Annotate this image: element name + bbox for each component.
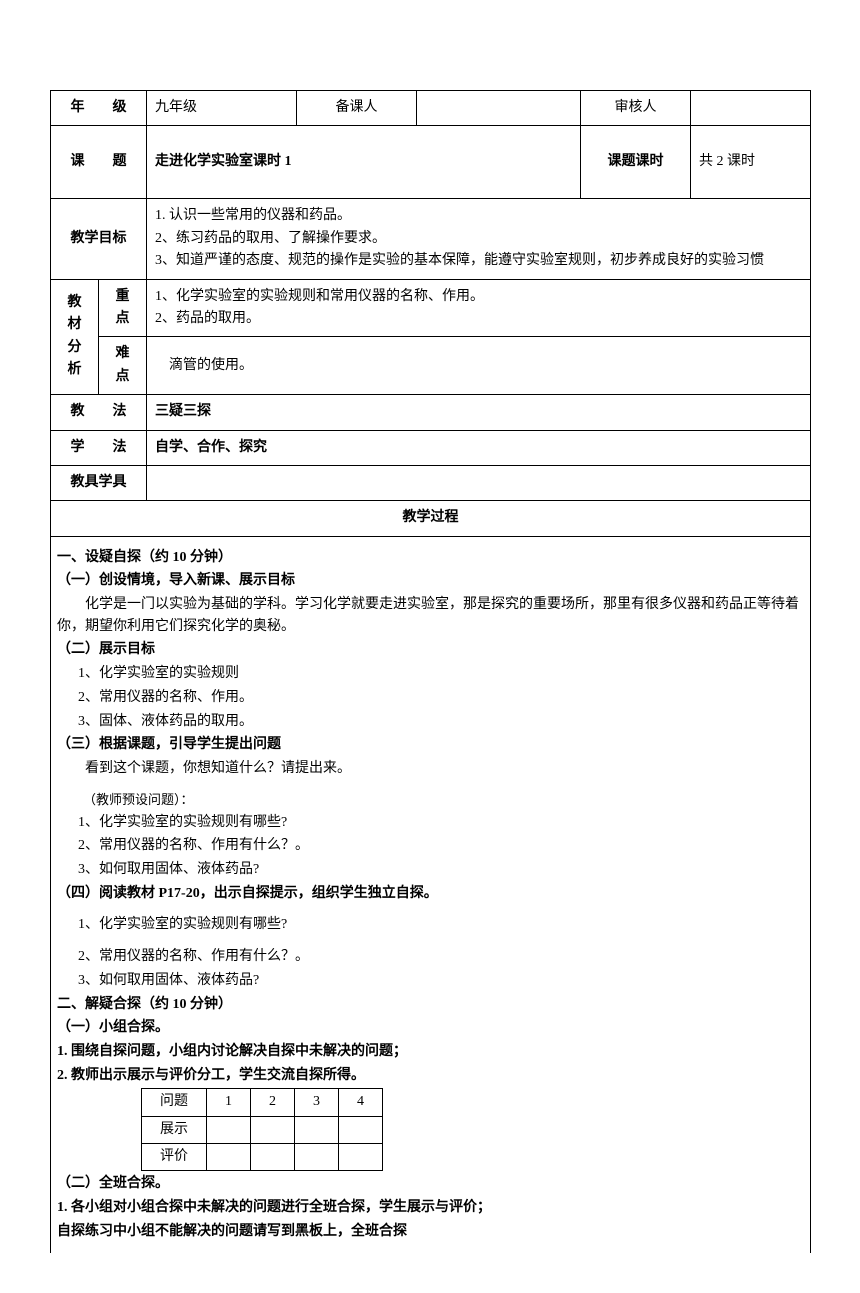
grade-label: 年 级 <box>51 91 147 126</box>
s1d-title: （四）阅读教材 P17-20，出示自探提示，组织学生独立自探。 <box>57 883 804 905</box>
s2a-title: （一）小组合探。 <box>57 1017 804 1039</box>
hard-value: 滴管的使用。 <box>147 337 811 395</box>
s1-title: 一、设疑自探（约 10 分钟） <box>57 547 804 569</box>
topic-hours-label: 课题课时 <box>581 126 691 199</box>
cell-r1c2: 1 <box>207 1089 251 1116</box>
table-row: 评价 <box>142 1144 383 1171</box>
topic-value: 走进化学实验室课时 1 <box>147 126 581 199</box>
goals-label: 教学目标 <box>51 199 147 279</box>
s1b-1: 1、化学实验室的实验规则 <box>57 663 804 685</box>
cell-r1c3: 2 <box>251 1089 295 1116</box>
s1a-body: 化学是一门以实验为基础的学科。学习化学就要走进实验室，那是探究的重要场所，那里有… <box>57 594 804 637</box>
cell-r1c5: 4 <box>339 1089 383 1116</box>
cell-r3c4 <box>295 1144 339 1171</box>
s1d-3: 3、如何取用固体、液体药品? <box>57 970 804 992</box>
cell-r2c5 <box>339 1116 383 1143</box>
key-label: 重点 <box>99 279 147 337</box>
preparer-value <box>417 91 581 126</box>
teach-method-label: 教 法 <box>51 395 147 430</box>
s1d-1: 1、化学实验室的实验规则有哪些? <box>57 914 804 936</box>
material-group-label: 教材分析 <box>51 279 99 395</box>
cell-r3c3 <box>251 1144 295 1171</box>
s1b-2: 2、常用仪器的名称、作用。 <box>57 687 804 709</box>
cell-r3c5 <box>339 1144 383 1171</box>
s1c-preset: （教师预设问题）： <box>57 790 804 810</box>
s1b-3: 3、固体、液体药品的取用。 <box>57 711 804 733</box>
preparer-label: 备课人 <box>297 91 417 126</box>
cell-r3c1: 评价 <box>142 1144 207 1171</box>
topic-label: 课 题 <box>51 126 147 199</box>
eval-table: 问题 1 2 3 4 展示 评价 <box>141 1088 383 1171</box>
reviewer-value <box>691 91 811 126</box>
s1c-title: （三）根据课题，引导学生提出问题 <box>57 734 804 756</box>
goals-line2: 2、练习药品的取用、了解操作要求。 <box>155 228 802 250</box>
s1b-title: （二）展示目标 <box>57 639 804 661</box>
table-row: 展示 <box>142 1116 383 1143</box>
s1c-1: 1、化学实验室的实验规则有哪些? <box>57 812 804 834</box>
topic-hours-value: 共 2 课时 <box>691 126 811 199</box>
process-header: 教学过程 <box>51 501 811 536</box>
s2-title: 二、解疑合探（约 10 分钟） <box>57 994 804 1016</box>
hard-label: 难点 <box>99 337 147 395</box>
s2b-title: （二）全班合探。 <box>57 1173 804 1195</box>
goals-content: 1. 认识一些常用的仪器和药品。 2、练习药品的取用、了解操作要求。 3、知道严… <box>147 199 811 279</box>
cell-r3c2 <box>207 1144 251 1171</box>
tools-label: 教具学具 <box>51 465 147 500</box>
s1d-2: 2、常用仪器的名称、作用有什么？。 <box>57 946 804 968</box>
cell-r2c2 <box>207 1116 251 1143</box>
s1c-2: 2、常用仪器的名称、作用有什么？。 <box>57 835 804 857</box>
s1c-3: 3、如何取用固体、液体药品? <box>57 859 804 881</box>
process-content: 一、设疑自探（约 10 分钟） （一）创设情境，导入新课、展示目标 化学是一门以… <box>51 536 811 1252</box>
cell-r2c3 <box>251 1116 295 1143</box>
key-content: 1、化学实验室的实验规则和常用仪器的名称、作用。 2、药品的取用。 <box>147 279 811 337</box>
table-row: 问题 1 2 3 4 <box>142 1089 383 1116</box>
tools-value <box>147 465 811 500</box>
goals-line1: 1. 认识一些常用的仪器和药品。 <box>155 205 802 227</box>
s1a-title: （一）创设情境，导入新课、展示目标 <box>57 570 804 592</box>
grade-value: 九年级 <box>147 91 297 126</box>
cell-r2c4 <box>295 1116 339 1143</box>
key-line2: 2、药品的取用。 <box>155 308 802 330</box>
cell-r1c4: 3 <box>295 1089 339 1116</box>
learn-method-value: 自学、合作、探究 <box>147 430 811 465</box>
s2a-2: 2. 教师出示展示与评价分工，学生交流自探所得。 <box>57 1065 804 1087</box>
teach-method-value: 三疑三探 <box>147 395 811 430</box>
goals-line3: 3、知道严谨的态度、规范的操作是实验的基本保障，能遵守实验室规则，初步养成良好的… <box>155 250 802 272</box>
cell-r2c1: 展示 <box>142 1116 207 1143</box>
reviewer-label: 审核人 <box>581 91 691 126</box>
key-line1: 1、化学实验室的实验规则和常用仪器的名称、作用。 <box>155 286 802 308</box>
cell-r1c1: 问题 <box>142 1089 207 1116</box>
s2b-2: 自探练习中小组不能解决的问题请写到黑板上，全班合探 <box>57 1221 804 1243</box>
learn-method-label: 学 法 <box>51 430 147 465</box>
s2a-1: 1. 围绕自探问题，小组内讨论解决自探中未解决的问题； <box>57 1041 804 1063</box>
s1c-body: 看到这个课题，你想知道什么？请提出来。 <box>57 758 804 780</box>
